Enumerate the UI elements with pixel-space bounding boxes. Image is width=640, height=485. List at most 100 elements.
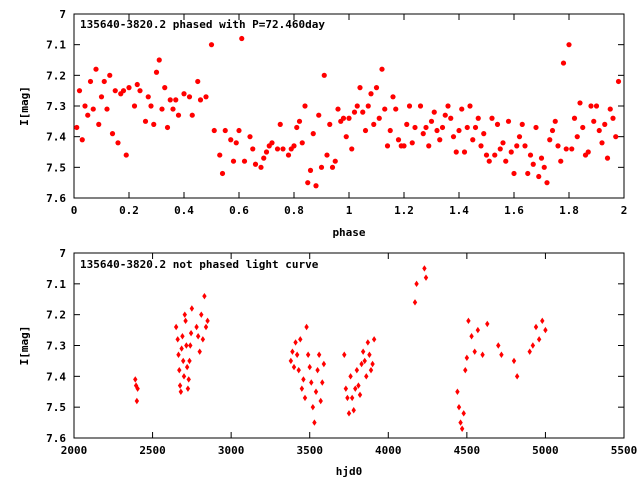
data-point [466,317,471,325]
data-point [571,115,578,121]
data-point [492,152,498,158]
data-point [208,42,215,48]
data-point [181,373,187,380]
data-point [340,115,347,121]
data-point [346,115,352,121]
data-point [309,379,314,386]
data-point [500,140,506,146]
data-point [123,152,129,158]
data-point [483,152,490,158]
data-point [203,94,209,100]
data-point [315,366,320,374]
data-point [569,146,575,152]
data-point [544,180,550,186]
data-point [475,115,481,121]
data-point [414,280,419,288]
data-point [195,78,201,85]
x-tick-label: 1.2 [394,204,414,217]
data-point [346,410,352,417]
data-point [194,323,199,331]
data-point [368,366,374,374]
data-point [368,91,374,97]
data-point [357,85,363,91]
data-point [222,127,228,134]
data-point [547,137,553,143]
data-point [294,124,300,131]
data-point [126,85,132,91]
data-point [302,394,308,402]
data-point [445,103,451,109]
data-point [258,164,264,170]
data-point [148,103,154,109]
data-point [219,170,226,177]
data-point [153,69,160,75]
chart-title: 135640-3820.2 not phased light curve [80,258,319,271]
x-tick-label: 0.2 [119,204,139,217]
data-point [497,146,503,152]
y-tick-label: 7.6 [46,192,66,205]
data-point [558,158,564,164]
data-point [362,357,367,365]
data-point [459,106,465,112]
data-point [175,112,182,118]
data-point [563,146,569,152]
data-point [496,342,501,349]
data-point [464,354,470,362]
data-point [387,127,393,134]
data-point [131,103,138,109]
x-tick-label: 1 [346,204,353,217]
data-point [202,292,207,300]
data-point [522,143,528,149]
data-point [307,167,314,173]
data-point [610,115,616,121]
data-point [104,106,110,112]
data-point [277,121,283,127]
data-point [343,134,349,140]
x-tick-label: 0.4 [174,204,194,217]
data-point [382,106,388,112]
data-point [412,124,418,131]
y-tick-label: 7.4 [46,370,66,383]
data-point [307,363,312,371]
data-point [203,323,209,331]
x-tick-label: 3000 [218,444,245,457]
x-tick-label: 0.6 [229,204,249,217]
data-point [478,143,484,149]
data-point [312,419,317,426]
data-point [184,363,190,371]
data-point [115,140,121,146]
data-point [373,85,380,91]
data-point [82,103,88,109]
data-point [541,164,547,170]
data-point [448,115,454,121]
data-point [505,118,512,124]
data-point [362,127,369,134]
data-point [305,351,311,358]
data-point [455,388,460,395]
data-point [393,106,399,112]
data-point [404,121,410,127]
data-point [310,131,316,137]
y-axis-label: I[mag] [18,326,31,366]
data-point [596,127,602,134]
data-point [365,103,371,109]
x-tick-label: 1.6 [504,204,524,217]
data-point [549,127,556,134]
y-tick-label: 7.2 [46,69,66,82]
data-point [514,373,520,380]
data-point [516,134,523,140]
data-point [96,121,102,127]
data-point [401,143,407,149]
x-tick-label: 0 [71,204,78,217]
data-point [580,124,586,131]
data-point [74,124,80,131]
data-point [345,394,350,402]
data-point [351,109,358,115]
data-point [395,137,402,143]
data-point [134,81,140,88]
data-point [464,124,470,131]
data-point [343,385,349,392]
data-point [137,88,143,94]
data-point [230,158,237,164]
data-point [293,339,298,346]
